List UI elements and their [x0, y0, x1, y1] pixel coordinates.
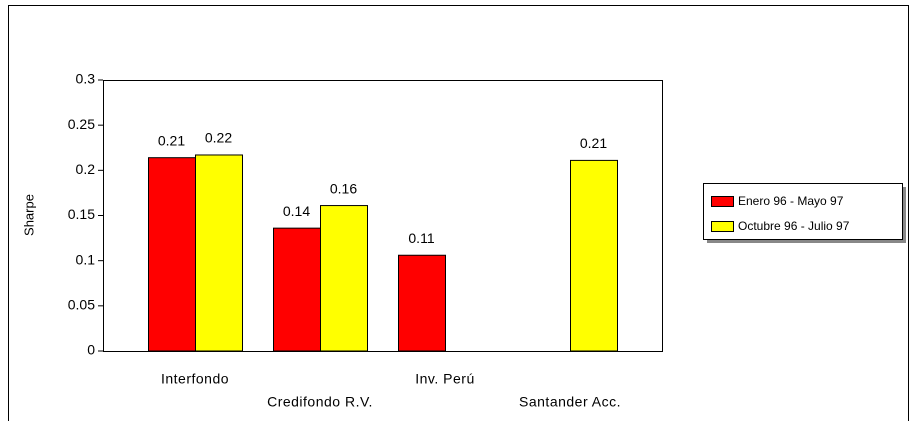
data-label: 0.21: [158, 132, 185, 148]
y-tick-label: 0.25: [68, 116, 95, 132]
data-label: 0.14: [283, 203, 310, 219]
bar: [398, 254, 446, 352]
legend-label: Octubre 96 - Julio 97: [738, 219, 850, 233]
bar: [273, 227, 321, 352]
y-axis-label: Sharpe: [21, 194, 36, 236]
legend-swatch: [711, 196, 734, 207]
bar: [570, 159, 618, 352]
bar: [148, 157, 196, 352]
y-tick-label: 0: [87, 342, 95, 358]
legend-swatch: [711, 221, 734, 232]
chart-frame: [8, 5, 909, 421]
data-label: 0.21: [580, 135, 607, 151]
legend-label: Enero 96 - Mayo 97: [738, 194, 844, 208]
bar: [195, 154, 243, 352]
x-tick-label: Inv. Perú: [415, 371, 475, 387]
x-tick-label: Interfondo: [161, 371, 229, 387]
data-label: 0.16: [330, 180, 357, 196]
data-label: 0.22: [205, 130, 232, 146]
legend: Enero 96 - Mayo 97 Octubre 96 - Julio 97: [703, 183, 906, 243]
bar: [320, 205, 368, 352]
y-tick-label: 0.3: [76, 71, 96, 87]
plot-area: [103, 80, 663, 352]
x-tick-label: Santander Acc.: [519, 394, 621, 410]
y-tick-label: 0.1: [76, 251, 96, 267]
data-label: 0.11: [408, 230, 434, 246]
legend-box: [703, 183, 903, 240]
x-tick-label: Credifondo R.V.: [267, 394, 373, 410]
y-tick-label: 0.05: [68, 297, 95, 313]
y-tick-label: 0.2: [76, 161, 96, 177]
y-tick-label: 0.15: [68, 206, 95, 222]
